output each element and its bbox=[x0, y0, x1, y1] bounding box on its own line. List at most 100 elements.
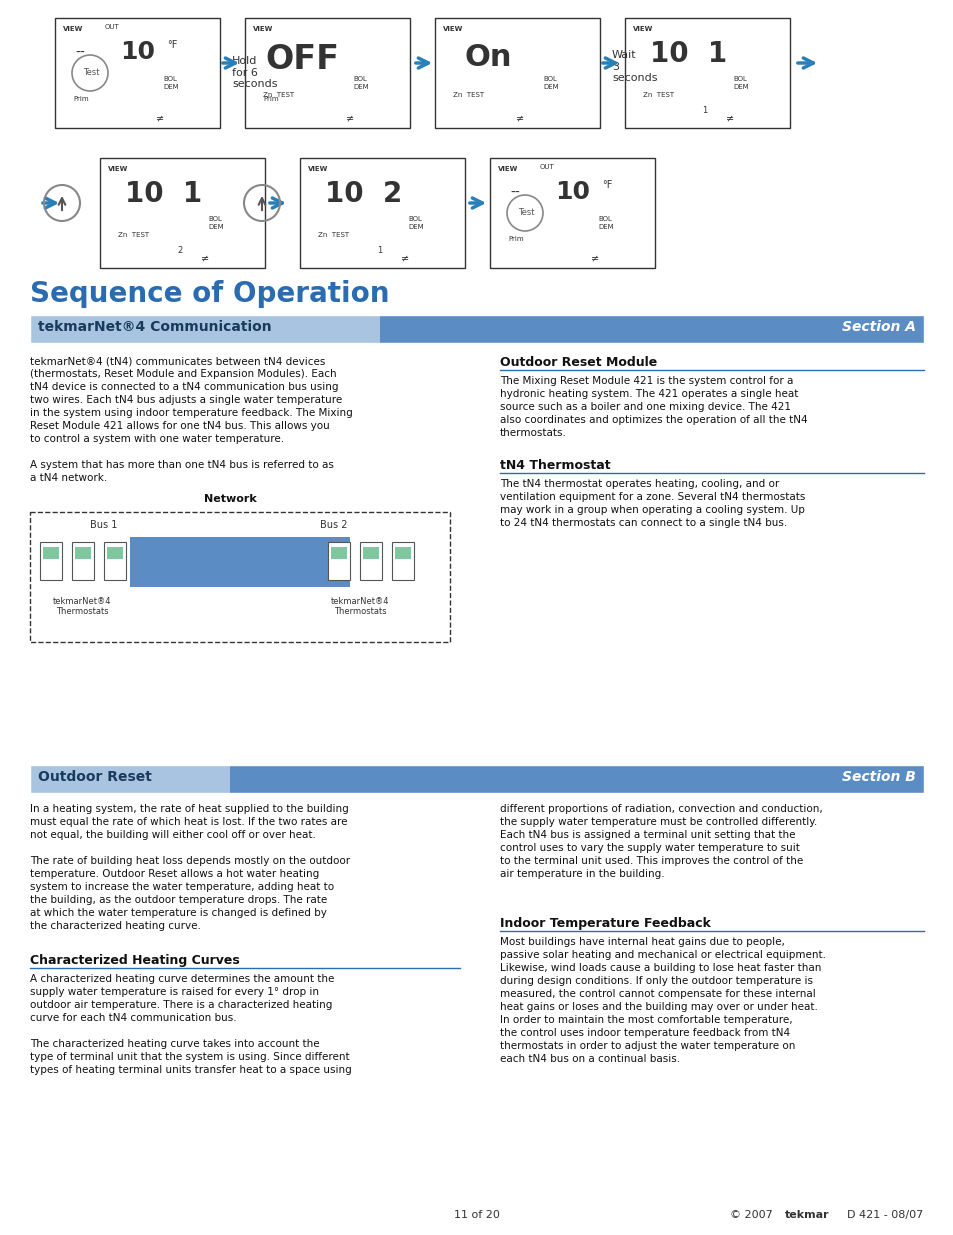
Bar bbox=[107, 547, 123, 559]
Text: A characterized heating curve determines the amount the: A characterized heating curve determines… bbox=[30, 974, 334, 984]
Bar bbox=[30, 764, 230, 793]
Text: Wait
3
seconds: Wait 3 seconds bbox=[612, 49, 657, 83]
Text: type of terminal unit that the system is using. Since different: type of terminal unit that the system is… bbox=[30, 1052, 349, 1062]
Text: Reset Module 421 allows for one tN4 bus. This allows you: Reset Module 421 allows for one tN4 bus.… bbox=[30, 421, 330, 431]
Text: Each tN4 bus is assigned a terminal unit setting that the: Each tN4 bus is assigned a terminal unit… bbox=[499, 830, 795, 840]
Text: 1: 1 bbox=[377, 246, 382, 254]
Text: Characterized Heating Curves: Characterized Heating Curves bbox=[30, 953, 239, 967]
Text: ≠: ≠ bbox=[725, 112, 733, 124]
Text: different proportions of radiation, convection and conduction,: different proportions of radiation, conv… bbox=[499, 804, 821, 814]
Text: ≠: ≠ bbox=[155, 112, 164, 124]
Text: the building, as the outdoor temperature drops. The rate: the building, as the outdoor temperature… bbox=[30, 895, 327, 905]
Bar bbox=[624, 19, 789, 128]
Text: to control a system with one water temperature.: to control a system with one water tempe… bbox=[30, 433, 284, 445]
Text: --: -- bbox=[510, 186, 519, 200]
Text: --: -- bbox=[75, 46, 85, 61]
Text: the supply water temperature must be controlled differently.: the supply water temperature must be con… bbox=[499, 818, 817, 827]
Text: Prim: Prim bbox=[263, 96, 278, 103]
Text: supply water temperature is raised for every 1° drop in: supply water temperature is raised for e… bbox=[30, 987, 318, 997]
Bar bbox=[30, 764, 923, 793]
Text: VIEW: VIEW bbox=[308, 165, 328, 172]
Text: 10: 10 bbox=[555, 180, 589, 204]
Text: BOL: BOL bbox=[353, 77, 367, 82]
Text: 11 of 20: 11 of 20 bbox=[454, 1210, 499, 1220]
Text: DEM: DEM bbox=[598, 224, 613, 230]
Text: © 2007: © 2007 bbox=[729, 1210, 780, 1220]
Text: tN4 device is connected to a tN4 communication bus using: tN4 device is connected to a tN4 communi… bbox=[30, 382, 338, 391]
Text: Indoor Temperature Feedback: Indoor Temperature Feedback bbox=[499, 918, 710, 930]
Text: during design conditions. If only the outdoor temperature is: during design conditions. If only the ou… bbox=[499, 976, 812, 986]
Text: DEM: DEM bbox=[353, 84, 368, 90]
Text: system to increase the water temperature, adding heat to: system to increase the water temperature… bbox=[30, 882, 334, 892]
Bar bbox=[30, 315, 923, 343]
Text: (thermostats, Reset Module and Expansion Modules). Each: (thermostats, Reset Module and Expansion… bbox=[30, 369, 336, 379]
Text: 10  1: 10 1 bbox=[649, 40, 726, 68]
Text: °F: °F bbox=[167, 40, 177, 49]
Text: tekmar: tekmar bbox=[784, 1210, 829, 1220]
Text: Test: Test bbox=[83, 68, 99, 77]
Text: at which the water temperature is changed is defined by: at which the water temperature is change… bbox=[30, 908, 327, 918]
Bar bbox=[30, 764, 923, 793]
Text: On: On bbox=[464, 43, 512, 72]
Text: A system that has more than one tN4 bus is referred to as: A system that has more than one tN4 bus … bbox=[30, 459, 334, 471]
Text: source such as a boiler and one mixing device. The 421: source such as a boiler and one mixing d… bbox=[499, 403, 790, 412]
Text: BOL: BOL bbox=[732, 77, 746, 82]
Text: ≠: ≠ bbox=[516, 112, 523, 124]
Text: air temperature in the building.: air temperature in the building. bbox=[499, 869, 664, 879]
Text: BOL: BOL bbox=[408, 216, 421, 222]
Text: 10  1: 10 1 bbox=[125, 180, 202, 207]
Text: tN4 Thermostat: tN4 Thermostat bbox=[499, 459, 610, 472]
Text: The characterized heating curve takes into account the: The characterized heating curve takes in… bbox=[30, 1039, 319, 1049]
Bar bbox=[43, 547, 59, 559]
Bar bbox=[130, 537, 350, 587]
Text: The rate of building heat loss depends mostly on the outdoor: The rate of building heat loss depends m… bbox=[30, 856, 350, 866]
Text: BOL: BOL bbox=[163, 77, 176, 82]
Text: Network: Network bbox=[203, 494, 256, 504]
Bar bbox=[30, 315, 379, 343]
Text: tekmarNet®4 Communication: tekmarNet®4 Communication bbox=[38, 320, 272, 333]
Text: BOL: BOL bbox=[598, 216, 611, 222]
Text: VIEW: VIEW bbox=[63, 26, 83, 32]
Text: DEM: DEM bbox=[163, 84, 178, 90]
Text: In a heating system, the rate of heat supplied to the building: In a heating system, the rate of heat su… bbox=[30, 804, 349, 814]
Text: DEM: DEM bbox=[408, 224, 423, 230]
Text: thermostats.: thermostats. bbox=[499, 429, 566, 438]
Text: DEM: DEM bbox=[542, 84, 558, 90]
Bar bbox=[363, 547, 378, 559]
Text: The tN4 thermostat operates heating, cooling, and or: The tN4 thermostat operates heating, coo… bbox=[499, 479, 779, 489]
Text: Zn  TEST: Zn TEST bbox=[453, 91, 483, 98]
Text: BOL: BOL bbox=[542, 77, 557, 82]
Text: The Mixing Reset Module 421 is the system control for a: The Mixing Reset Module 421 is the syste… bbox=[499, 375, 793, 387]
Text: Zn  TEST: Zn TEST bbox=[317, 232, 349, 238]
Bar bbox=[490, 158, 655, 268]
Bar bbox=[328, 542, 350, 580]
Bar bbox=[40, 542, 62, 580]
Text: measured, the control cannot compensate for these internal: measured, the control cannot compensate … bbox=[499, 989, 815, 999]
Text: D 421 - 08/07: D 421 - 08/07 bbox=[840, 1210, 923, 1220]
Bar bbox=[331, 547, 347, 559]
Text: DEM: DEM bbox=[208, 224, 223, 230]
Text: outdoor air temperature. There is a characterized heating: outdoor air temperature. There is a char… bbox=[30, 1000, 332, 1010]
Bar bbox=[395, 547, 411, 559]
Text: °F: °F bbox=[601, 180, 612, 190]
Text: control uses to vary the supply water temperature to suit: control uses to vary the supply water te… bbox=[499, 844, 799, 853]
Text: BOL: BOL bbox=[208, 216, 222, 222]
Bar bbox=[392, 542, 414, 580]
Text: Zn  TEST: Zn TEST bbox=[263, 91, 294, 98]
Text: also coordinates and optimizes the operation of all the tN4: also coordinates and optimizes the opera… bbox=[499, 415, 807, 425]
Bar bbox=[30, 513, 450, 642]
Text: the control uses indoor temperature feedback from tN4: the control uses indoor temperature feed… bbox=[499, 1028, 789, 1037]
Text: tekmarNet®4
Thermostats: tekmarNet®4 Thermostats bbox=[52, 597, 112, 616]
Text: temperature. Outdoor Reset allows a hot water heating: temperature. Outdoor Reset allows a hot … bbox=[30, 869, 319, 879]
Text: Test: Test bbox=[517, 207, 534, 217]
Bar bbox=[245, 19, 410, 128]
Bar bbox=[435, 19, 599, 128]
Text: may work in a group when operating a cooling system. Up: may work in a group when operating a coo… bbox=[499, 505, 804, 515]
Text: Bus 1: Bus 1 bbox=[90, 520, 117, 530]
Text: Section B: Section B bbox=[841, 769, 915, 784]
Text: passive solar heating and mechanical or electrical equipment.: passive solar heating and mechanical or … bbox=[499, 950, 825, 960]
Bar bbox=[55, 19, 220, 128]
Bar bbox=[359, 542, 381, 580]
Text: the characterized heating curve.: the characterized heating curve. bbox=[30, 921, 201, 931]
Bar bbox=[30, 315, 923, 343]
